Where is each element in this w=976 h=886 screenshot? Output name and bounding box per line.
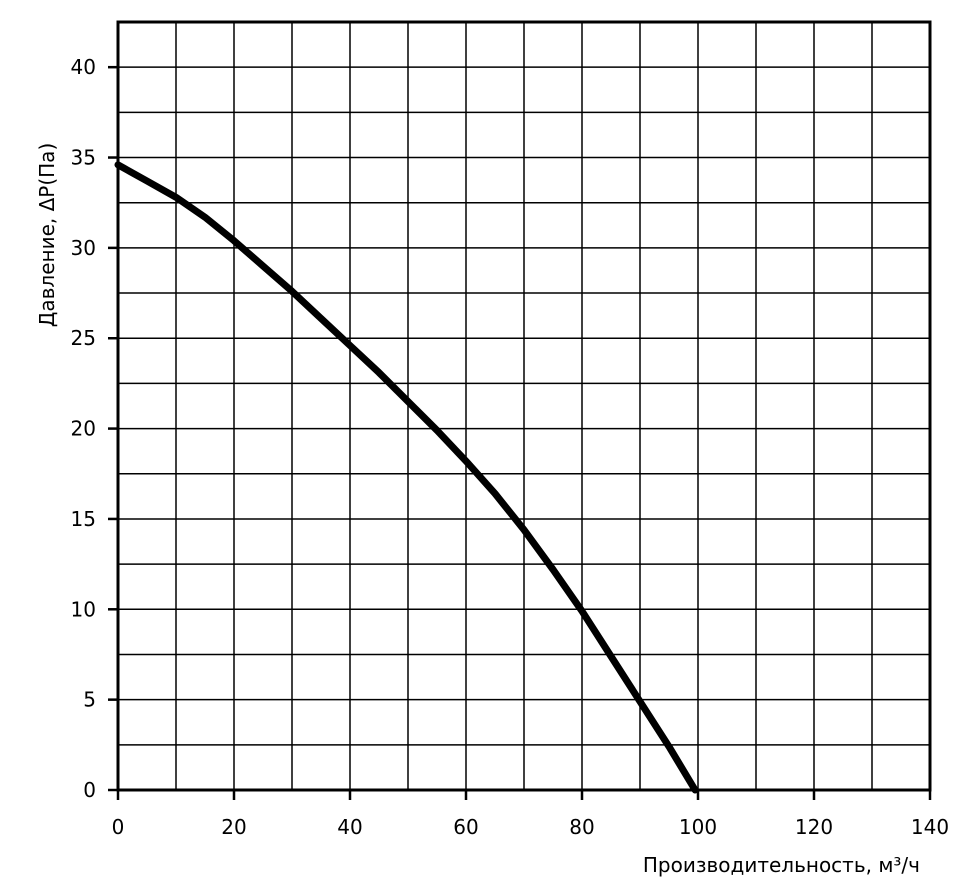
series-line [114,161,699,794]
y-tick-label: 25 [71,326,96,350]
y-tick-label: 15 [71,507,96,531]
x-tick-label: 80 [569,815,594,839]
x-tick-label: 120 [795,815,833,839]
y-tick-label: 40 [71,55,96,79]
performance-curve [114,161,699,794]
x-axis-title: Производительность, м³/ч [643,853,920,877]
y-axis-title: Давление, ΔP(Па) [35,143,59,328]
plot-border [116,20,932,792]
y-tick-label: 35 [71,146,96,170]
x-tick-label: 0 [112,815,125,839]
x-tick-label: 60 [453,815,478,839]
x-tick-label: 140 [911,815,949,839]
y-tick-label: 30 [71,236,96,260]
x-tick-label: 40 [337,815,362,839]
y-tick-label: 0 [83,778,96,802]
y-tick-label: 5 [83,688,96,712]
tick-labels: 0 20 40 60 80 100 120 140 0 5 10 15 20 25 30 35 40 [71,55,950,839]
grid-lines [118,22,930,790]
axis-ticks [108,65,932,800]
x-tick-label: 20 [221,815,246,839]
x-tick-label: 100 [679,815,717,839]
y-tick-label: 10 [71,597,96,621]
plot-frame [116,20,932,792]
y-tick-label: 20 [71,417,96,441]
